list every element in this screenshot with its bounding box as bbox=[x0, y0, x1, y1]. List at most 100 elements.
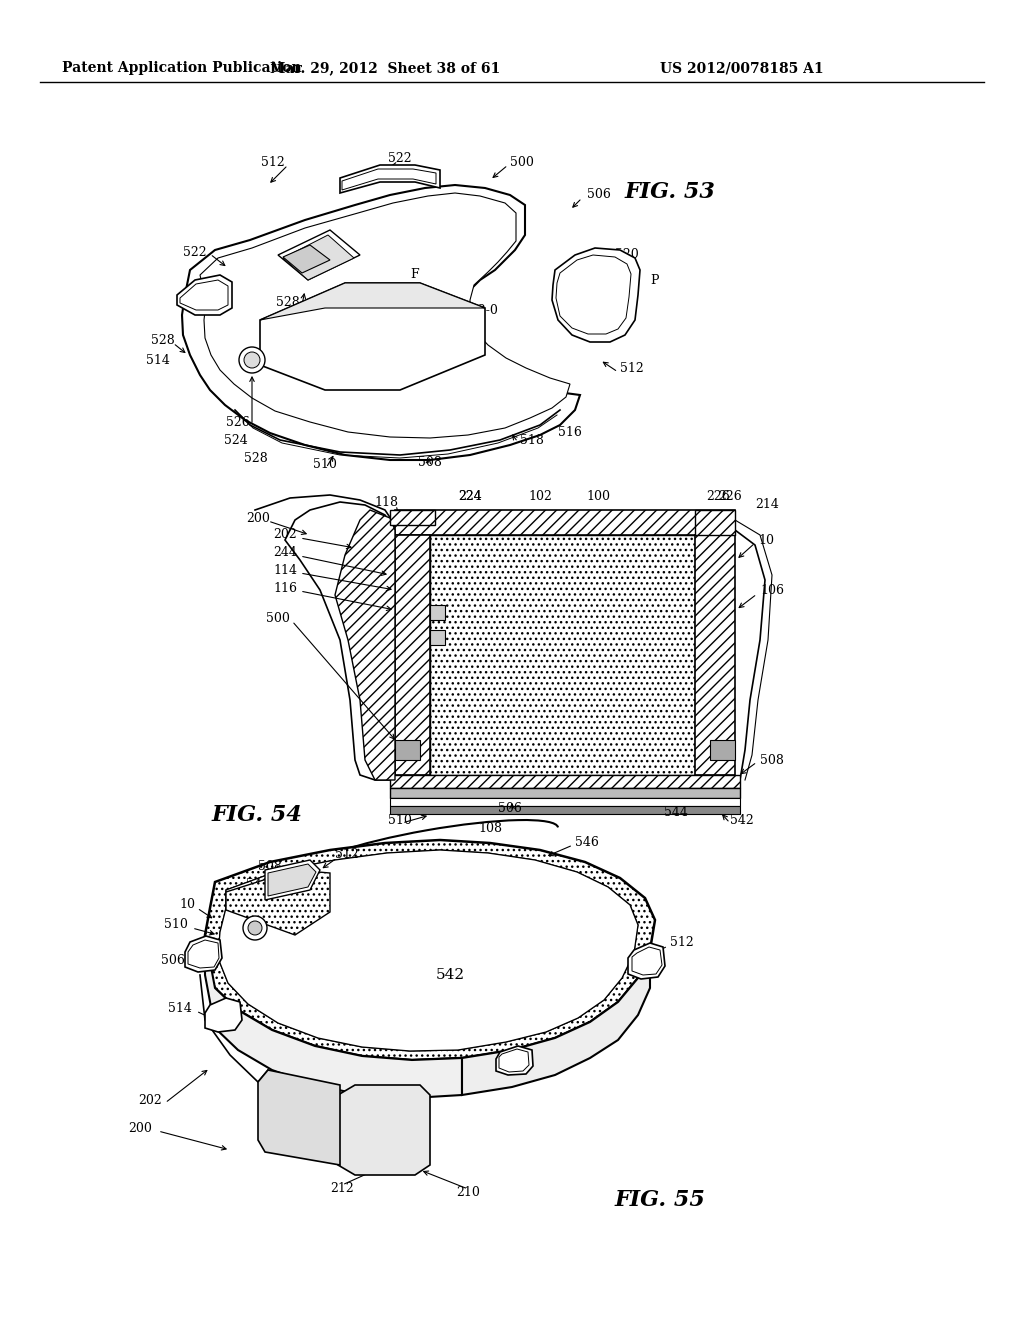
Text: 512: 512 bbox=[620, 362, 644, 375]
Polygon shape bbox=[552, 248, 640, 342]
Polygon shape bbox=[205, 998, 242, 1032]
Text: 522: 522 bbox=[388, 152, 412, 165]
Text: 500: 500 bbox=[510, 156, 534, 169]
Polygon shape bbox=[395, 510, 735, 535]
Polygon shape bbox=[285, 502, 395, 780]
Polygon shape bbox=[628, 942, 665, 979]
Text: 108: 108 bbox=[478, 821, 502, 834]
Circle shape bbox=[244, 352, 260, 368]
Polygon shape bbox=[556, 255, 631, 334]
Polygon shape bbox=[182, 185, 580, 459]
Text: 546: 546 bbox=[575, 836, 599, 849]
Polygon shape bbox=[499, 1049, 529, 1072]
Text: US 2012/0078185 A1: US 2012/0078185 A1 bbox=[660, 61, 823, 75]
Text: 116: 116 bbox=[273, 582, 297, 594]
Text: 200: 200 bbox=[246, 511, 270, 524]
Text: 10: 10 bbox=[758, 533, 774, 546]
Polygon shape bbox=[342, 169, 436, 190]
Text: P: P bbox=[650, 273, 658, 286]
Text: 106: 106 bbox=[760, 583, 784, 597]
Text: Mar. 29, 2012  Sheet 38 of 61: Mar. 29, 2012 Sheet 38 of 61 bbox=[270, 61, 500, 75]
Text: FIG. 54: FIG. 54 bbox=[212, 804, 302, 826]
Polygon shape bbox=[205, 935, 462, 1098]
Circle shape bbox=[243, 916, 267, 940]
Polygon shape bbox=[710, 741, 735, 760]
Polygon shape bbox=[340, 165, 440, 193]
Text: 210: 210 bbox=[456, 1185, 480, 1199]
Text: 508: 508 bbox=[760, 754, 784, 767]
Polygon shape bbox=[632, 946, 662, 975]
Text: 522: 522 bbox=[183, 246, 207, 259]
Text: 508: 508 bbox=[258, 861, 282, 874]
Polygon shape bbox=[200, 193, 570, 438]
Text: 514: 514 bbox=[146, 354, 170, 367]
Polygon shape bbox=[185, 936, 222, 972]
Text: F: F bbox=[568, 272, 577, 285]
Text: 500: 500 bbox=[266, 611, 290, 624]
Text: 548: 548 bbox=[246, 879, 270, 891]
Text: 542: 542 bbox=[730, 813, 754, 826]
Text: 244: 244 bbox=[273, 546, 297, 560]
Circle shape bbox=[239, 347, 265, 374]
Text: 202: 202 bbox=[138, 1093, 162, 1106]
Text: 200: 200 bbox=[128, 1122, 152, 1134]
Text: 524: 524 bbox=[224, 433, 248, 446]
Text: 516: 516 bbox=[558, 425, 582, 438]
Text: 226: 226 bbox=[707, 491, 730, 503]
Polygon shape bbox=[395, 535, 430, 775]
Text: 226: 226 bbox=[718, 491, 741, 503]
Text: 114: 114 bbox=[273, 564, 297, 577]
Polygon shape bbox=[218, 850, 638, 1051]
Text: 202: 202 bbox=[273, 528, 297, 541]
Polygon shape bbox=[462, 950, 650, 1096]
Polygon shape bbox=[338, 1085, 430, 1175]
Polygon shape bbox=[226, 870, 330, 935]
Circle shape bbox=[248, 921, 262, 935]
Text: 512: 512 bbox=[261, 156, 285, 169]
Polygon shape bbox=[390, 788, 740, 799]
Polygon shape bbox=[390, 799, 740, 807]
Text: 526: 526 bbox=[226, 416, 250, 429]
Polygon shape bbox=[390, 510, 435, 525]
Text: 506: 506 bbox=[587, 189, 611, 202]
Polygon shape bbox=[430, 535, 695, 775]
Polygon shape bbox=[260, 282, 485, 319]
Text: 512: 512 bbox=[335, 849, 358, 862]
Text: 512: 512 bbox=[670, 936, 693, 949]
Text: 224: 224 bbox=[458, 491, 482, 503]
Text: 224: 224 bbox=[458, 491, 482, 503]
Text: 506: 506 bbox=[161, 953, 185, 966]
Polygon shape bbox=[218, 850, 638, 1051]
Text: 510: 510 bbox=[313, 458, 337, 471]
Polygon shape bbox=[260, 282, 485, 389]
Text: 214: 214 bbox=[755, 499, 779, 511]
Polygon shape bbox=[188, 940, 219, 968]
Polygon shape bbox=[268, 865, 316, 896]
Polygon shape bbox=[258, 1071, 340, 1166]
Text: 10: 10 bbox=[179, 899, 195, 912]
Polygon shape bbox=[283, 246, 330, 273]
Polygon shape bbox=[265, 861, 319, 900]
Text: 528: 528 bbox=[152, 334, 175, 346]
Text: 102: 102 bbox=[528, 491, 552, 503]
Text: 528: 528 bbox=[276, 296, 300, 309]
Polygon shape bbox=[695, 510, 735, 535]
Text: 528: 528 bbox=[245, 451, 268, 465]
Text: 544: 544 bbox=[665, 805, 688, 818]
Polygon shape bbox=[203, 840, 655, 1060]
Polygon shape bbox=[395, 741, 420, 760]
Polygon shape bbox=[278, 230, 360, 280]
Polygon shape bbox=[335, 510, 395, 780]
Text: 582-0: 582-0 bbox=[462, 304, 498, 317]
Text: 514: 514 bbox=[168, 1002, 193, 1015]
Text: 100: 100 bbox=[586, 491, 610, 503]
Text: 520: 520 bbox=[615, 248, 639, 260]
Polygon shape bbox=[390, 807, 740, 814]
Text: 506: 506 bbox=[498, 801, 522, 814]
Text: 118: 118 bbox=[374, 495, 398, 508]
Polygon shape bbox=[283, 235, 354, 280]
Text: FIG. 55: FIG. 55 bbox=[614, 1189, 706, 1210]
Polygon shape bbox=[180, 280, 228, 310]
Text: 542: 542 bbox=[435, 968, 465, 982]
Text: 518: 518 bbox=[520, 433, 544, 446]
